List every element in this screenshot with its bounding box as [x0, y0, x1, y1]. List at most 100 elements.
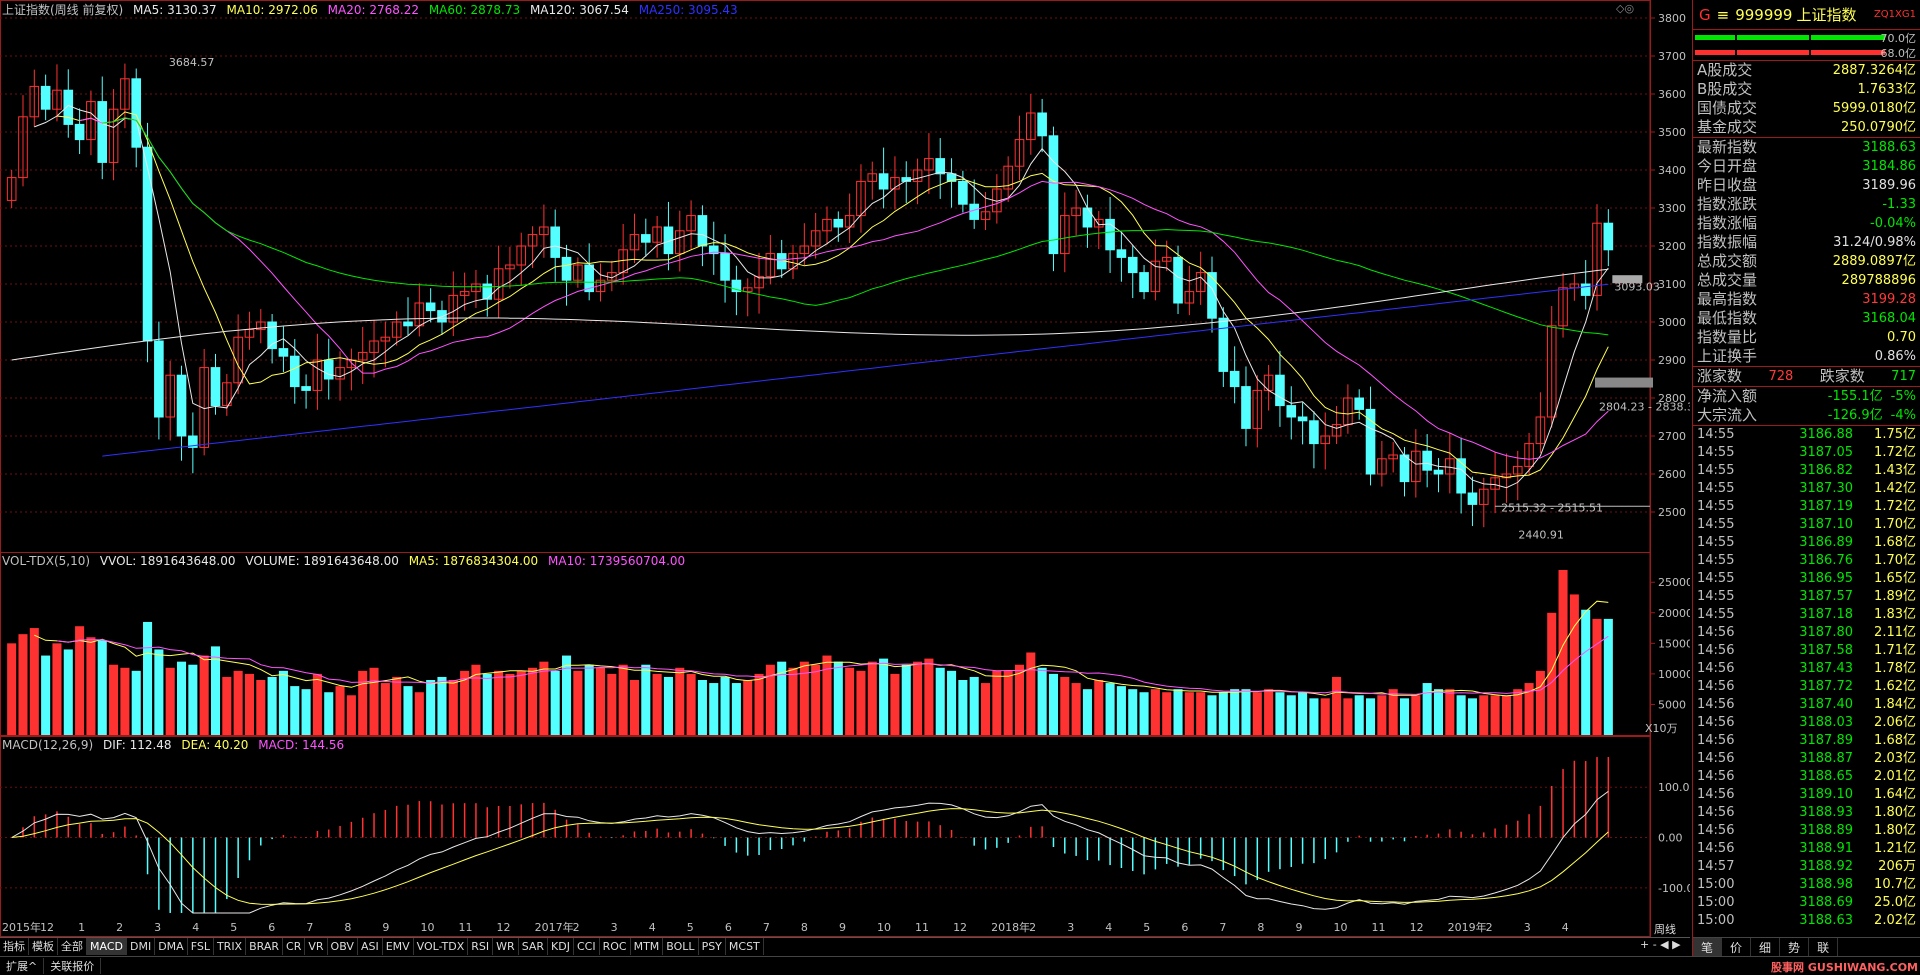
x-axis-label: 7 — [306, 921, 313, 934]
price-annotation: 2515.32 - 2515.51 — [1501, 501, 1603, 514]
tab-cci[interactable]: CCI — [574, 938, 600, 955]
volume-bar — [822, 655, 832, 735]
tab-sar[interactable]: SAR — [519, 938, 549, 955]
menu-icon[interactable]: ≡ — [1716, 5, 1730, 24]
rise-label: 涨家数 — [1697, 367, 1743, 385]
volume-bar — [788, 667, 798, 735]
volume-bar — [811, 664, 821, 735]
tick-price: 3187.72 — [1799, 679, 1853, 694]
tab-mtm[interactable]: MTM — [631, 938, 664, 955]
candle-body — [1003, 165, 1013, 190]
tick-list[interactable]: 14:55 3186.88 1.75亿 14:55 3187.05 1.72亿 14:55 3… — [1693, 425, 1920, 930]
volume-bar — [765, 664, 775, 735]
x-axis-label: 8 — [1257, 921, 1264, 934]
tab-kdj[interactable]: KDJ — [548, 938, 574, 955]
x-axis-label: 11 — [459, 921, 473, 934]
flow-label: 净流入额 — [1697, 387, 1758, 405]
candle-body — [561, 256, 572, 281]
tick-volume: 1.83亿 — [1874, 607, 1916, 622]
panel-tab-0[interactable]: 笔 — [1693, 938, 1723, 956]
volume-bar — [29, 628, 39, 735]
candle-body — [550, 226, 561, 258]
panel-tab-2[interactable]: 细 — [1751, 938, 1781, 956]
x-axis-label: 4 — [1562, 921, 1569, 934]
tab-mcst[interactable]: MCST — [726, 938, 764, 955]
volume-bar — [176, 661, 187, 735]
tab-asi[interactable]: ASI — [358, 938, 383, 955]
tab-dma[interactable]: DMA — [155, 938, 188, 955]
tab-vol-tdx[interactable]: VOL-TDX — [414, 938, 469, 955]
tab-fsl[interactable]: FSL — [188, 938, 214, 955]
tick-volume: 1.64亿 — [1874, 787, 1916, 802]
chart-area[interactable]: 3800 3700 3600 3500 3400 3300 3200 3100 3000 2900… — [0, 0, 1690, 952]
candle-body — [1173, 256, 1183, 304]
candle-body — [1105, 218, 1115, 251]
tick-volume: 2.03亿 — [1874, 751, 1916, 766]
vol-legend: VOL-TDX(5,10) VVOL: 1891643648.00 VOLUME… — [2, 553, 691, 569]
tick-row: 14:55 3187.18 1.83亿 — [1693, 606, 1920, 624]
tab-trix[interactable]: TRIX — [214, 938, 247, 955]
expand-button[interactable]: 扩展^ — [0, 958, 45, 974]
macd-axis-label: 100.0 — [1658, 781, 1690, 794]
price-annotation: 2804.23 - 2838.3 — [1599, 400, 1690, 413]
tab-roc[interactable]: ROC — [600, 938, 631, 955]
volume-bar — [980, 683, 991, 735]
tick-volume: 1.43亿 — [1874, 463, 1916, 478]
volume-bar — [131, 670, 141, 735]
tab-brar[interactable]: BRAR — [246, 938, 284, 955]
tick-volume: 1.70亿 — [1874, 553, 1916, 568]
pane-zoom-icon[interactable]: ◇◎ — [1616, 2, 1635, 15]
tick-volume: 1.68亿 — [1874, 733, 1916, 748]
tab-指标[interactable]: 指标 — [0, 938, 29, 955]
panel-tab-4[interactable]: 联 — [1809, 938, 1839, 956]
candle-body — [493, 268, 504, 300]
candle-body — [108, 108, 119, 163]
tab-全部[interactable]: 全部 — [58, 938, 87, 955]
volume-bar — [437, 676, 447, 735]
tab-obv[interactable]: OBV — [328, 938, 358, 955]
price-axis-label: 2600 — [1658, 468, 1686, 481]
tab-wr[interactable]: WR — [493, 938, 519, 955]
tick-price: 3187.30 — [1799, 481, 1853, 496]
bar2-fill-c — [1811, 50, 1885, 55]
breadth-row: 涨家数 728 跌家数 717 — [1693, 367, 1920, 386]
tick-time: 14:55 — [1697, 463, 1735, 478]
tab-模板[interactable]: 模板 — [29, 938, 58, 955]
quote-label: 总成交额 — [1697, 252, 1758, 270]
volume-bar — [1513, 689, 1523, 735]
candle-body — [1524, 443, 1534, 467]
tick-volume: 1.80亿 — [1874, 823, 1916, 838]
quote-row: 最低指数 3168.04 — [1693, 309, 1920, 328]
macd-pane-frame — [0, 736, 1651, 937]
linked-quote-button[interactable]: 关联报价 — [44, 958, 102, 974]
candle-body — [1580, 283, 1591, 296]
volume-bar — [1377, 695, 1387, 735]
vol-ma10-label: MA10: 1739560704.00 — [548, 554, 686, 568]
tab-boll[interactable]: BOLL — [663, 938, 699, 955]
volume-bar — [1581, 609, 1591, 735]
tick-price: 3188.93 — [1799, 805, 1853, 820]
panel-tab-1[interactable]: 价 — [1722, 938, 1752, 956]
candle-body — [391, 321, 402, 338]
panel-tab-3[interactable]: 势 — [1780, 938, 1810, 956]
tab-macd[interactable]: MACD — [87, 938, 127, 955]
x-axis-label: 2015年 — [2, 920, 41, 934]
candle-body — [1592, 222, 1602, 296]
tab-dmi[interactable]: DMI — [127, 938, 156, 955]
tab-emv[interactable]: EMV — [383, 938, 414, 955]
tab-psy[interactable]: PSY — [699, 938, 726, 955]
volume-bar — [210, 646, 221, 735]
tab-cr[interactable]: CR — [283, 938, 306, 955]
scroll-controls[interactable]: + - ◀ ▶ — [1640, 938, 1681, 951]
macd-axis-label: -100.0 — [1658, 882, 1690, 895]
flow-value: -126.9亿 — [1827, 408, 1883, 423]
kline-chart[interactable]: 3800 3700 3600 3500 3400 3300 3200 3100 3000 2900… — [0, 0, 1690, 937]
price-axis-label: 3400 — [1658, 164, 1686, 177]
tick-price: 3187.43 — [1799, 661, 1853, 676]
volume-bar — [1569, 594, 1579, 735]
tab-rsi[interactable]: RSI — [468, 938, 494, 955]
tab-vr[interactable]: VR — [305, 938, 328, 955]
turnover-label: 基金成交 — [1697, 118, 1758, 136]
turnover-value: 250.0790亿 — [1840, 120, 1916, 135]
x-axis-label: 11 — [915, 921, 929, 934]
